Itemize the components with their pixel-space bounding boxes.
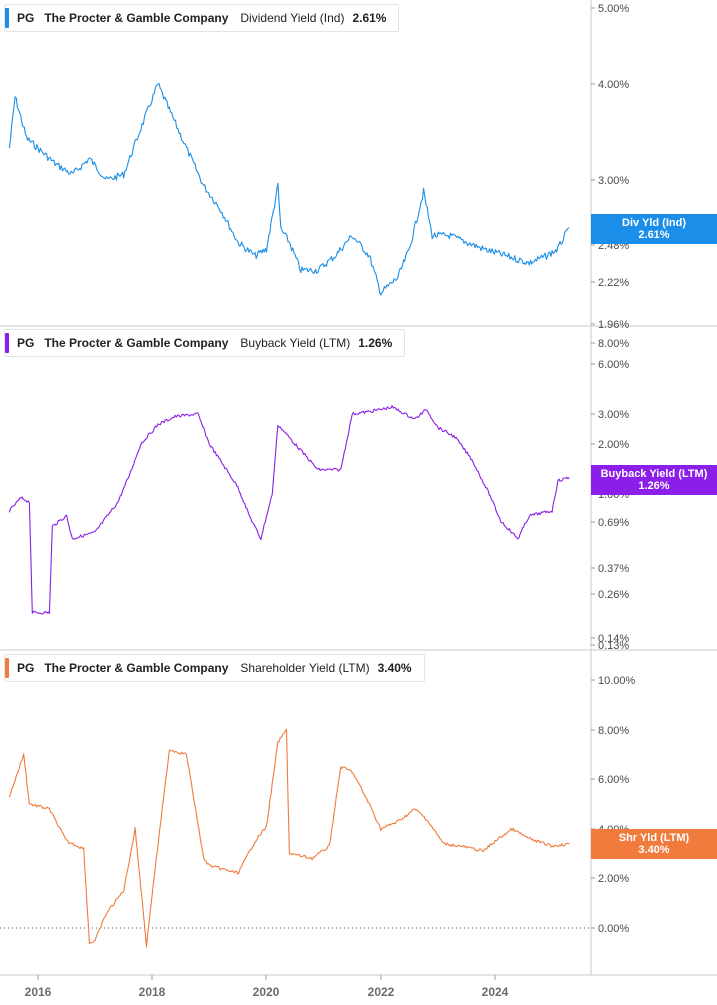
legend-buyback-yield[interactable]: PG The Procter & Gamble Company Buyback … bbox=[4, 329, 406, 357]
series-color-swatch bbox=[5, 8, 9, 28]
y-tick-label: 0.26% bbox=[598, 589, 629, 601]
legend-value: 3.40% bbox=[377, 661, 412, 675]
y-tick-label: 3.00% bbox=[598, 175, 629, 187]
y-tick-label: 2.00% bbox=[598, 873, 629, 885]
legend-ticker: PG bbox=[17, 11, 35, 25]
y-tick-label: 2.22% bbox=[598, 277, 629, 289]
y-tick-label: 6.00% bbox=[598, 774, 629, 786]
series-line-1 bbox=[8, 405, 570, 615]
flag-label: Shr Yld (LTM) bbox=[618, 832, 690, 844]
legend-value: 2.61% bbox=[352, 11, 387, 25]
x-tick-label: 2016 bbox=[25, 985, 52, 999]
series-line-0 bbox=[8, 83, 570, 296]
legend-company: The Procter & Gamble Company bbox=[44, 661, 229, 675]
y-tick-label: 0.37% bbox=[598, 563, 629, 575]
x-tick-label: 2018 bbox=[139, 985, 166, 999]
price-flag-dividend-yield: Div Yld (Ind) 2.61% bbox=[591, 214, 717, 244]
legend-ticker: PG bbox=[17, 661, 35, 675]
flag-value: 2.61% bbox=[638, 229, 670, 241]
price-flag-buyback-yield: Buyback Yield (LTM) 1.26% bbox=[591, 465, 717, 495]
x-tick-label: 2022 bbox=[368, 985, 395, 999]
legend-shareholder-yield[interactable]: PG The Procter & Gamble Company Sharehol… bbox=[4, 654, 425, 682]
y-tick-label: 0.00% bbox=[598, 923, 629, 935]
y-tick-label: 8.00% bbox=[598, 338, 629, 350]
y-tick-label: 2.00% bbox=[598, 439, 629, 451]
y-tick-label: 1.96% bbox=[598, 319, 629, 331]
y-tick-label: 8.00% bbox=[598, 725, 629, 737]
series-line-2 bbox=[8, 728, 570, 948]
legend-value: 1.26% bbox=[358, 336, 393, 350]
tick-layer: 5.00%4.00%3.00%2.48%2.22%1.96%8.00%6.00%… bbox=[25, 3, 636, 999]
legend-dividend-yield[interactable]: PG The Procter & Gamble Company Dividend… bbox=[4, 4, 400, 32]
legend-company: The Procter & Gamble Company bbox=[44, 11, 229, 25]
y-tick-label: 4.00% bbox=[598, 79, 629, 91]
y-tick-label: 10.00% bbox=[598, 675, 636, 687]
legend-metric: Buyback Yield (LTM) bbox=[240, 336, 351, 350]
x-tick-label: 2020 bbox=[253, 985, 280, 999]
flag-label: Div Yld (Ind) bbox=[622, 217, 686, 229]
legend-company: The Procter & Gamble Company bbox=[44, 336, 229, 350]
series-color-swatch bbox=[5, 333, 9, 353]
legend-ticker: PG bbox=[17, 336, 35, 350]
legend-metric: Shareholder Yield (LTM) bbox=[240, 661, 370, 675]
legend-metric: Dividend Yield (Ind) bbox=[240, 11, 345, 25]
y-tick-label: 0.69% bbox=[598, 517, 629, 529]
y-tick-label: 0.13% bbox=[598, 640, 629, 652]
y-tick-label: 0.14% bbox=[598, 633, 629, 645]
y-tick-label: 6.00% bbox=[598, 359, 629, 371]
x-tick-label: 2024 bbox=[482, 985, 509, 999]
flag-value: 1.26% bbox=[638, 480, 670, 492]
y-tick-label: 3.00% bbox=[598, 409, 629, 421]
series-color-swatch bbox=[5, 658, 9, 678]
flag-label: Buyback Yield (LTM) bbox=[600, 468, 708, 480]
flag-value: 3.40% bbox=[638, 844, 670, 856]
line-layer bbox=[8, 83, 570, 948]
price-flag-shareholder-yield: Shr Yld (LTM) 3.40% bbox=[591, 829, 717, 859]
y-tick-label: 5.00% bbox=[598, 3, 629, 15]
